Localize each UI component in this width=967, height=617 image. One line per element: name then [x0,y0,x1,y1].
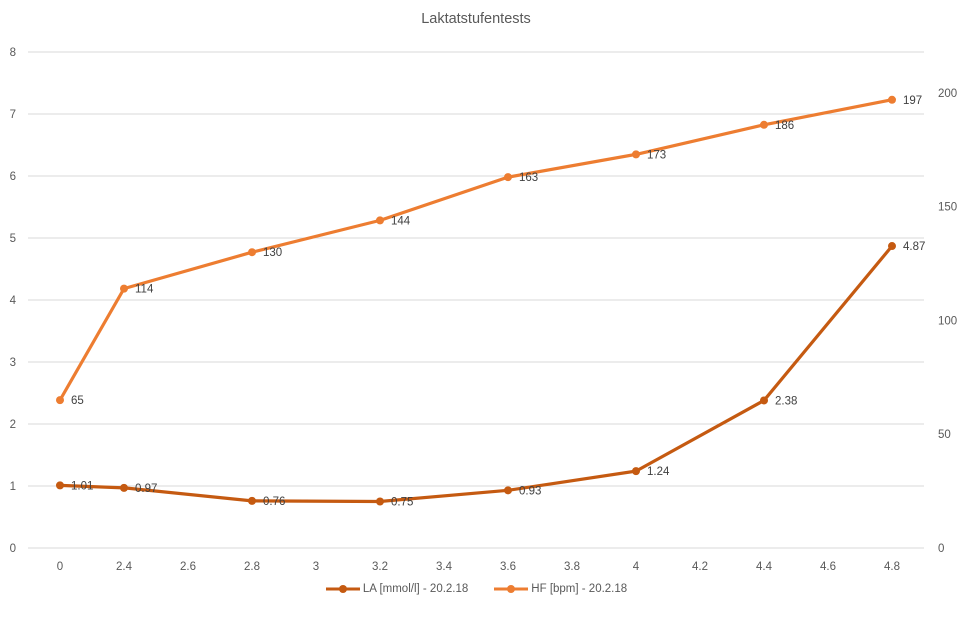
data-label: 0.97 [135,483,157,495]
series-line-1 [58,98,894,402]
x-axis-tick-label: 4.4 [756,561,773,573]
y-axis-left-tick-label: 3 [10,357,16,369]
data-point[interactable] [888,242,896,251]
data-point[interactable] [376,216,384,225]
data-point[interactable] [56,396,64,405]
data-point[interactable] [760,396,768,405]
x-axis-tick-label: 3.2 [372,561,388,573]
data-point[interactable] [504,173,512,182]
x-axis-tick-label: 2.8 [244,561,260,573]
legend-marker-icon [494,585,529,593]
legend: LA [mmol/l] - 20.2.18 HF [bpm] - 20.2.18 [0,583,953,595]
data-point[interactable] [56,481,64,490]
chart-title: Laktatstufentests [421,11,531,27]
legend-marker-icon [325,585,360,593]
data-label: 186 [775,120,794,132]
x-axis-tick-label: 3.8 [564,561,580,573]
data-point[interactable] [248,248,256,257]
y-axis-right-tick-label: 0 [938,543,944,555]
y-axis-right-tick-label: 150 [938,202,957,214]
y-axis-right-tick-label: 50 [938,429,951,441]
data-point[interactable] [504,486,512,495]
data-label: 1.24 [647,466,670,478]
data-label: 163 [519,172,538,184]
data-label: 197 [903,95,922,107]
data-label: 0.93 [519,485,541,497]
x-axis-tick-label: 3.4 [436,561,453,573]
x-axis-tick-label: 4 [633,561,640,573]
data-point[interactable] [120,284,128,293]
y-axis-left-tick-label: 4 [10,295,17,307]
y-axis-left-tick-label: 1 [10,481,16,493]
data-label: 0.76 [263,496,285,508]
legend-label: LA [mmol/l] - 20.2.18 [362,583,469,595]
y-axis-left-tick-label: 5 [10,233,16,245]
data-label: 114 [135,284,154,296]
data-label: 173 [647,149,666,161]
data-label: 1.01 [71,480,93,492]
y-axis-left-tick-label: 2 [10,419,16,431]
series-line-0 [58,244,894,504]
data-label: 0.75 [391,497,413,509]
legend-label: HF [bpm] - 20.2.18 [531,583,628,595]
y-axis-left-tick-label: 7 [10,109,16,121]
y-axis-left-tick-label: 6 [10,171,16,183]
data-label: 65 [71,395,84,407]
x-axis-tick-label: 0 [57,561,63,573]
data-point[interactable] [376,497,384,506]
legend-entry-0[interactable]: LA [mmol/l] - 20.2.18 [325,583,469,595]
data-label: 130 [263,247,282,259]
data-point[interactable] [760,120,768,129]
data-point[interactable] [632,150,640,159]
y-axis-left-tick-label: 8 [10,47,16,59]
y-axis-right-tick-label: 100 [938,315,957,327]
data-label: 4.87 [903,241,925,253]
x-axis-tick-label: 2.6 [180,561,196,573]
data-label: 2.38 [775,395,797,407]
data-point[interactable] [248,496,256,505]
x-axis-tick-label: 4.8 [884,561,900,573]
data-point[interactable] [120,483,128,492]
x-axis-tick-label: 4.6 [820,561,836,573]
legend-entry-1[interactable]: HF [bpm] - 20.2.18 [494,583,627,595]
x-axis-tick-label: 2.4 [116,561,133,573]
x-axis-tick-label: 3.6 [500,561,516,573]
data-point[interactable] [632,467,640,476]
x-axis-tick-label: 3 [313,561,319,573]
data-label: 144 [391,215,411,227]
y-axis-left-tick-label: 0 [10,543,16,555]
x-axis-tick-label: 4.2 [692,561,708,573]
data-point[interactable] [888,95,896,104]
y-axis-right-tick-label: 200 [938,88,957,100]
